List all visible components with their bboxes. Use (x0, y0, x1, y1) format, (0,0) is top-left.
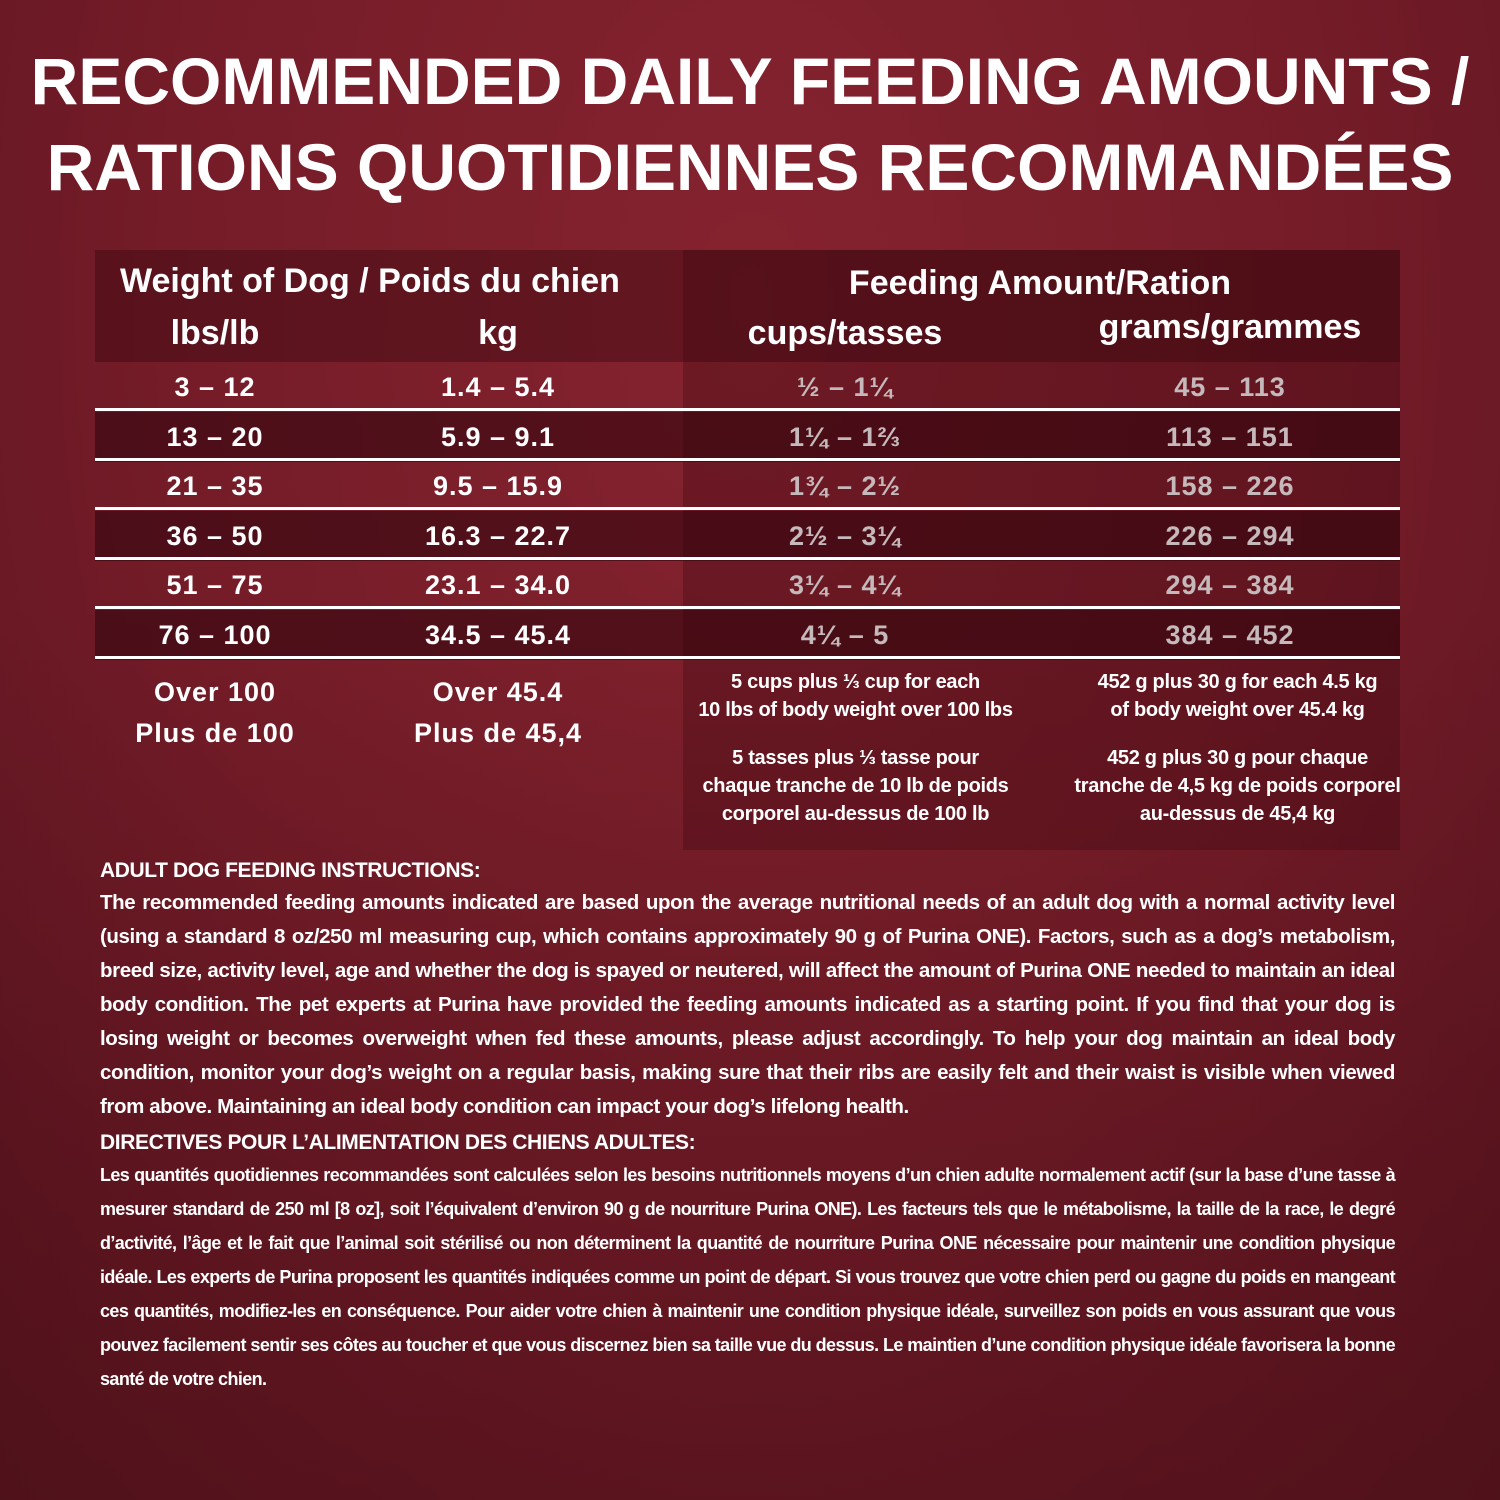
cell-lbs: 13 – 20 (166, 421, 264, 452)
note-line-text: au-dessus de 45,4 kg (1139, 803, 1336, 825)
over-kg-en: Over 45.4 (432, 677, 564, 707)
note-line: corporel au-dessus de 100 lb (693, 800, 1018, 828)
over-grams-en: 452 g plus 30 g for each 4.5 kg of body w… (1060, 668, 1415, 724)
note-line-text: corporel au-dessus de 100 lb (721, 803, 990, 825)
row-divider (95, 556, 1400, 560)
over-cups: 5 cups plus ⅓ cup for each 10 lbs of body… (693, 668, 1018, 848)
cell-kg: 9.5 – 15.9 (432, 471, 564, 501)
note-line: au-dessus de 45,4 kg (1060, 800, 1415, 828)
table-row: 3 – 12 1.4 – 5.4 ½ – 1¼ 45 – 113 (95, 362, 1400, 412)
cell-lbs: 51 – 75 (166, 570, 264, 600)
title-line-en: RECOMMENDED DAILY FEEDING AMOUNTS / (30, 44, 1470, 118)
over-lbs-fr: Plus de 100 (135, 718, 295, 748)
over-cups-fr: 5 tasses plus ⅓ tasse pour chaque tranche… (693, 744, 1018, 828)
note-line: tranche de 4,5 kg de poids corporel (1060, 772, 1415, 800)
instructions-en-text: The recommended feeding amounts indicate… (100, 891, 1395, 1118)
note-line: 5 tasses plus ⅓ tasse pour (693, 744, 1018, 772)
instructions-en: ADULT DOG FEEDING INSTRUCTIONS: The reco… (100, 856, 1395, 1124)
cell-kg: 5.9 – 9.1 (440, 421, 556, 452)
cell-grams: 158 – 226 (1165, 471, 1295, 501)
note-line: of body weight over 45.4 kg (1060, 696, 1415, 724)
instructions-fr-text: Les quantités quotidiennes recommandées … (100, 1165, 1396, 1389)
cell-lbs: 76 – 100 (158, 619, 272, 650)
instructions-fr-heading: DIRECTIVES POUR L’ALIMENTATION DES CHIEN… (100, 1131, 696, 1154)
note-line-text: 5 cups plus ⅓ cup for each (731, 671, 980, 693)
note-line-text: of body weight over 45.4 kg (1110, 699, 1365, 721)
note-line-text: tranche de 4,5 kg de poids corporel (1074, 775, 1401, 797)
over-kg: Over 45.4 Plus de 45,4 (398, 672, 598, 754)
cell-kg: 16.3 – 22.7 (424, 520, 572, 551)
cell-kg: 34.5 – 45.4 (424, 619, 572, 650)
cell-kg: 1.4 – 5.4 (440, 372, 556, 402)
cell-cups: 3¼ – 4¼ (788, 570, 902, 600)
table-row: 36 – 50 16.3 – 22.7 2½ – 3¼ 226 – 294 (95, 510, 1400, 561)
cell-grams: 294 – 384 (1165, 570, 1295, 600)
forest-silhouette (0, 600, 1500, 1500)
over-cups-en: 5 cups plus ⅓ cup for each 10 lbs of body… (693, 668, 1018, 724)
page-title: RECOMMENDED DAILY FEEDING AMOUNTS / RATI… (30, 38, 1470, 210)
title-line-fr: RATIONS QUOTIDIENNES RECOMMANDÉES (46, 130, 1454, 204)
over-lbs-en: Over 100 (153, 677, 277, 707)
title-line-fr-wrap: RATIONS QUOTIDIENNES RECOMMANDÉES (30, 124, 1470, 210)
note-line-text: 452 g plus 30 g for each 4.5 kg (1097, 671, 1378, 693)
feeding-table: 3 – 12 1.4 – 5.4 ½ – 1¼ 45 – 113 13 – 20 5.9 … (95, 250, 1401, 850)
note-line: 452 g plus 30 g pour chaque (1060, 744, 1415, 772)
instructions: ADULT DOG FEEDING INSTRUCTIONS: The reco… (100, 856, 1396, 1396)
note-line: 5 cups plus ⅓ cup for each (693, 668, 1018, 696)
cell-cups: 2½ – 3¼ (788, 520, 902, 551)
over-kg-fr: Plus de 45,4 (413, 718, 583, 748)
instructions-fr: DIRECTIVES POUR L’ALIMENTATION DES CHIEN… (100, 1128, 1396, 1396)
header-weight: Weight of Dog / Poids du chien (120, 262, 620, 300)
cell-grams: 384 – 452 (1165, 619, 1295, 650)
note-line: chaque tranche de 10 lb de poids (693, 772, 1018, 800)
feeding-column-shade (683, 250, 1400, 850)
table-row: 51 – 75 23.1 – 34.0 3¼ – 4¼ 294 – 384 (95, 560, 1400, 610)
note-line: 452 g plus 30 g for each 4.5 kg (1060, 668, 1415, 696)
cell-cups: 1¼ – 1⅔ (788, 421, 902, 452)
title-line-en-wrap: RECOMMENDED DAILY FEEDING AMOUNTS / (30, 38, 1470, 124)
cell-kg: 23.1 – 34.0 (424, 570, 572, 600)
cell-grams: 45 – 113 (1174, 372, 1286, 402)
note-line-text: 5 tasses plus ⅓ tasse pour (732, 747, 979, 769)
cell-grams: 113 – 151 (1166, 421, 1294, 452)
over-grams: 452 g plus 30 g for each 4.5 kg of body w… (1060, 668, 1415, 848)
header-lbs: lbs/lb (170, 314, 260, 352)
cell-grams: 226 – 294 (1165, 520, 1295, 551)
header-feeding: Feeding Amount/Ration (848, 264, 1232, 302)
header-kg: kg (478, 314, 518, 352)
table-row: 21 – 35 9.5 – 15.9 1¾ – 2½ 158 – 226 (95, 461, 1400, 511)
over-lbs: Over 100 Plus de 100 (115, 672, 315, 754)
note-line-text: 452 g plus 30 g pour chaque (1107, 747, 1368, 769)
header-cups: cups/tasses (747, 314, 943, 352)
cell-lbs: 3 – 12 (174, 372, 256, 402)
instructions-en-heading: ADULT DOG FEEDING INSTRUCTIONS: (100, 859, 481, 882)
header-grams: grams/grammes (1098, 308, 1362, 346)
row-divider (95, 507, 1400, 510)
row-divider (95, 606, 1400, 609)
cell-lbs: 36 – 50 (166, 520, 264, 551)
table-row: 13 – 20 5.9 – 9.1 1¼ – 1⅔ 113 – 151 (95, 411, 1400, 462)
cell-lbs: 21 – 35 (166, 471, 264, 501)
cell-cups: 4¼ – 5 (800, 619, 890, 650)
note-line: 10 lbs of body weight over 100 lbs (693, 696, 1018, 724)
cell-cups: 1¾ – 2½ (788, 471, 902, 501)
table-header (95, 250, 1400, 362)
row-divider (95, 408, 1400, 411)
row-divider (95, 655, 1400, 659)
cell-cups: ½ – 1¼ (796, 372, 894, 402)
table-row: 76 – 100 34.5 – 45.4 4¼ – 5 384 – 452 (95, 609, 1400, 660)
row-divider (95, 457, 1400, 461)
note-line-text: chaque tranche de 10 lb de poids (702, 775, 1009, 797)
over-grams-fr: 452 g plus 30 g pour chaque tranche de 4,… (1060, 744, 1415, 828)
note-line-text: 10 lbs of body weight over 100 lbs (698, 699, 1013, 721)
